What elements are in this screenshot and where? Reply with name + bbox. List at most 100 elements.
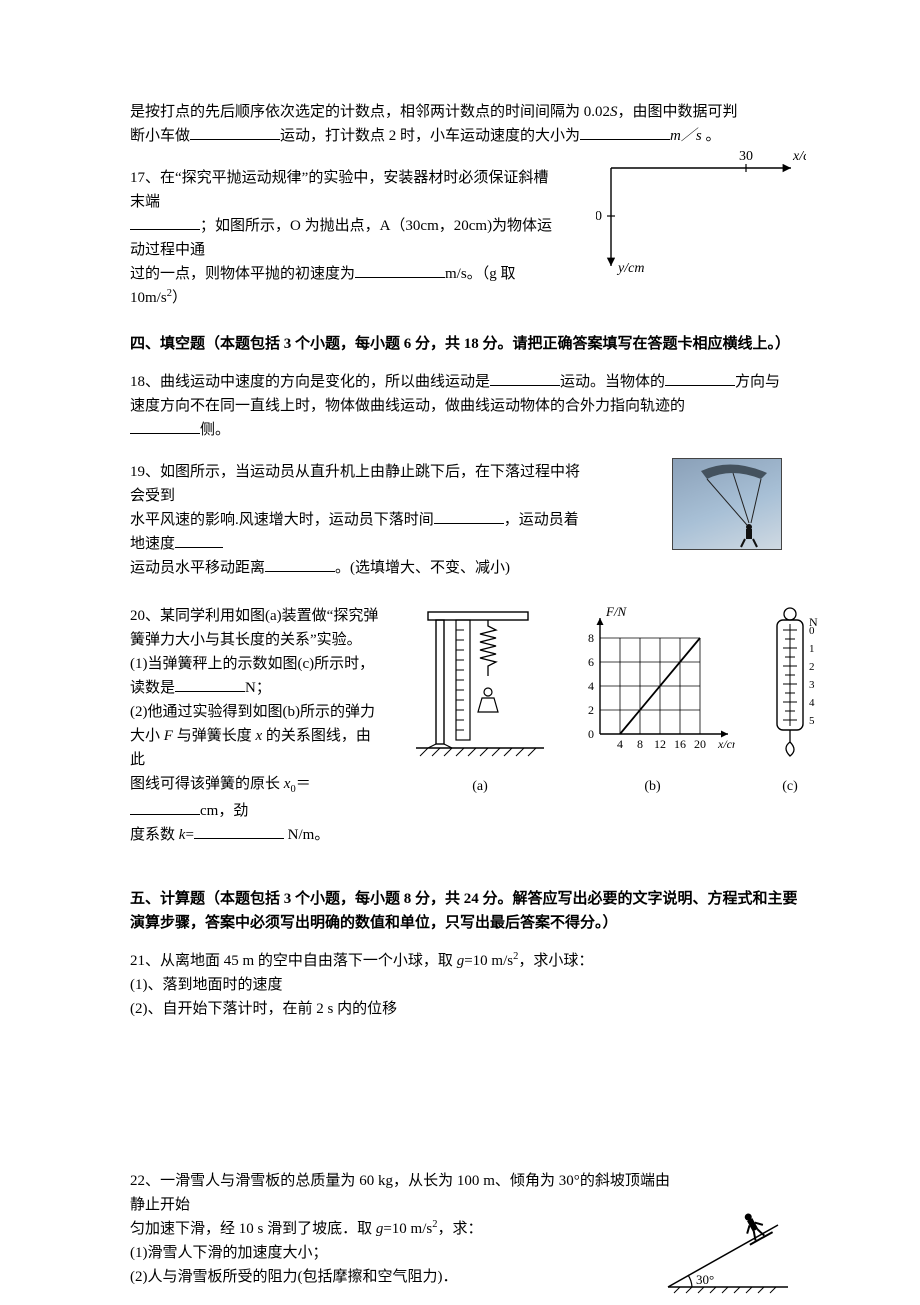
question-17: 17、在“探究平抛运动规律”的实验中，安装器材时必须保证斜槽末端 ；如图所示，O… (130, 166, 800, 310)
question-20: 20、某同学利用如图(a)装置做“探究弹 簧弹力大小与其长度的关系”实验。 (1… (130, 604, 800, 847)
text: 匀加速下滑，经 10 s 滑到了坡底．取 (130, 1221, 376, 1237)
question-19: 19、如图所示，当运动员从直升机上由静止跳下后，在下落过程中将会受到 水平风速的… (130, 460, 800, 580)
text: = (185, 827, 193, 843)
svg-text:4: 4 (809, 697, 815, 709)
xlabel: x/cm (792, 149, 806, 164)
text: 与弹簧长度 (173, 728, 256, 744)
unit-ms: m／s (670, 128, 702, 144)
text: cm，劲 (200, 803, 248, 819)
fig-a: (a) (410, 604, 550, 798)
text: 读数是 (130, 680, 175, 696)
text: =10 m/s (464, 953, 513, 969)
text: ，由图中数据可判 (618, 104, 738, 120)
question-prev-tail: 是按打点的先后顺序依次选定的计数点，相邻两计数点的时间间隔为 0.02S，由图中… (130, 100, 800, 148)
svg-text:4: 4 (588, 679, 594, 693)
ytick-20: 20 (596, 209, 602, 224)
svg-text:0: 0 (809, 625, 815, 637)
text: 度系数 (130, 827, 179, 843)
text: 运动，打计数点 2 时，小车运动速度的大小为 (280, 128, 580, 144)
qnum: 21、 (130, 953, 160, 969)
svg-text:8: 8 (588, 631, 594, 645)
text: 在“探究平抛运动规律”的实验中，安装器材时必须保证斜槽末端 (130, 170, 548, 210)
blank (194, 825, 284, 839)
svg-text:20: 20 (694, 737, 706, 751)
blank (355, 264, 445, 278)
text: 簧弹力大小与其长度的关系”实验。 (130, 632, 362, 648)
svg-text:2: 2 (588, 703, 594, 717)
svg-text:6: 6 (588, 655, 594, 669)
text: ） (172, 290, 187, 306)
var-F: F (164, 728, 173, 744)
blank (434, 510, 504, 524)
svg-text:2: 2 (809, 661, 815, 673)
svg-text:8: 8 (637, 737, 643, 751)
qnum: 18、 (130, 374, 160, 390)
svg-text:3: 3 (809, 679, 815, 691)
question-19-text: 19、如图所示，当运动员从直升机上由静止跳下后，在下落过程中将会受到 水平风速的… (130, 460, 590, 580)
text: 水平风速的影响.风速增大时，运动员下落时间 (130, 512, 434, 528)
text: N/m。 (284, 827, 329, 843)
text: 从离地面 45 m 的空中自由落下一个小球，取 (160, 953, 457, 969)
blank (580, 126, 670, 140)
text: 运动。当物体的 (560, 374, 665, 390)
question-22-text: 22、一滑雪人与滑雪板的总质量为 60 kg，从长为 100 m、倾角为 30°… (130, 1169, 670, 1289)
text: 图线可得该弹簧的原长 (130, 776, 284, 792)
fig-b-label: (b) (570, 776, 735, 798)
text: (2)人与滑雪板所受的阻力(包括摩擦和空气阻力)． (130, 1269, 457, 1285)
text: 曲线运动中速度的方向是变化的，所以曲线运动是 (160, 374, 490, 390)
xlabel: x/cm (717, 737, 735, 751)
section-5-heading: 五、计算题（本题包括 3 个小题，每小题 8 分，共 24 分。解答应写出必要的… (130, 887, 800, 935)
xtick-30: 30 (739, 149, 753, 164)
text: ，求小球： (518, 953, 593, 969)
text: ＝ (296, 776, 311, 792)
text: (1)、落到地面时的速度 (130, 977, 283, 993)
blank (130, 420, 200, 434)
blank (130, 801, 200, 815)
q22-figure: 30° (660, 1207, 790, 1297)
fig-c: N 0 1 2 3 4 5 (c) (755, 604, 825, 798)
svg-text:16: 16 (674, 737, 686, 751)
svg-text:1: 1 (809, 643, 815, 655)
question-17-text: 17、在“探究平抛运动规律”的实验中，安装器材时必须保证斜槽末端 ；如图所示，O… (130, 166, 560, 310)
qnum: 19、 (130, 464, 160, 480)
fig-a-label: (a) (410, 776, 550, 798)
qnum: 17、 (130, 170, 160, 186)
blank (175, 534, 223, 548)
blank (175, 678, 245, 692)
text: 大小 (130, 728, 164, 744)
question-20-text: 20、某同学利用如图(a)装置做“探究弹 簧弹力大小与其长度的关系”实验。 (1… (130, 604, 380, 847)
text: 某同学利用如图(a)装置做“探究弹 (160, 608, 378, 624)
question-18: 18、曲线运动中速度的方向是变化的，所以曲线运动是 运动。当物体的 方向与 速度方向… (130, 370, 800, 442)
text: 侧。 (200, 422, 230, 438)
blank (490, 372, 560, 386)
qnum: 20、 (130, 608, 160, 624)
text: 运动员水平移动距离 (130, 560, 265, 576)
unit-S: S (610, 104, 618, 120)
blank (130, 216, 200, 230)
blank (665, 372, 735, 386)
qnum: 22、 (130, 1173, 160, 1189)
text: 速度方向不在同一直线上时，物体做曲线运动，做曲线运动物体的合外力指向轨迹的 (130, 398, 685, 414)
text: (1)滑雪人下滑的加速度大小； (130, 1245, 328, 1261)
blank (190, 126, 280, 140)
text: 方向与 (735, 374, 780, 390)
text: 是按打点的先后顺序依次选定的计数点，相邻两计数点的时间间隔为 0.02 (130, 104, 610, 120)
text: 。 (702, 128, 721, 144)
svg-text:12: 12 (654, 737, 666, 751)
ylabel: F/N (605, 604, 628, 619)
ylabel: y/cm (616, 261, 644, 276)
angle-label: 30° (696, 1272, 714, 1287)
text: (1)当弹簧秤上的示数如图(c)所示时， (130, 656, 374, 672)
q17-figure: 30 x/cm 20 y/cm (596, 146, 806, 276)
question-22: 22、一滑雪人与滑雪板的总质量为 60 kg，从长为 100 m、倾角为 30°… (130, 1169, 800, 1289)
svg-text:4: 4 (617, 737, 623, 751)
svg-text:0: 0 (588, 727, 594, 741)
text: =10 m/s (383, 1221, 432, 1237)
workspace-gap (130, 1039, 800, 1169)
text: 断小车做 (130, 128, 190, 144)
text: 过的一点，则物体平抛的初速度为 (130, 266, 355, 282)
question-21: 21、从离地面 45 m 的空中自由落下一个小球，取 g=10 m/s2，求小球… (130, 949, 800, 1021)
blank (265, 558, 335, 572)
q20-figures: (a) F/N 0 2 4 (410, 604, 840, 804)
text: (2)、自开始下落计时，在前 2 s 内的位移 (130, 1001, 397, 1017)
